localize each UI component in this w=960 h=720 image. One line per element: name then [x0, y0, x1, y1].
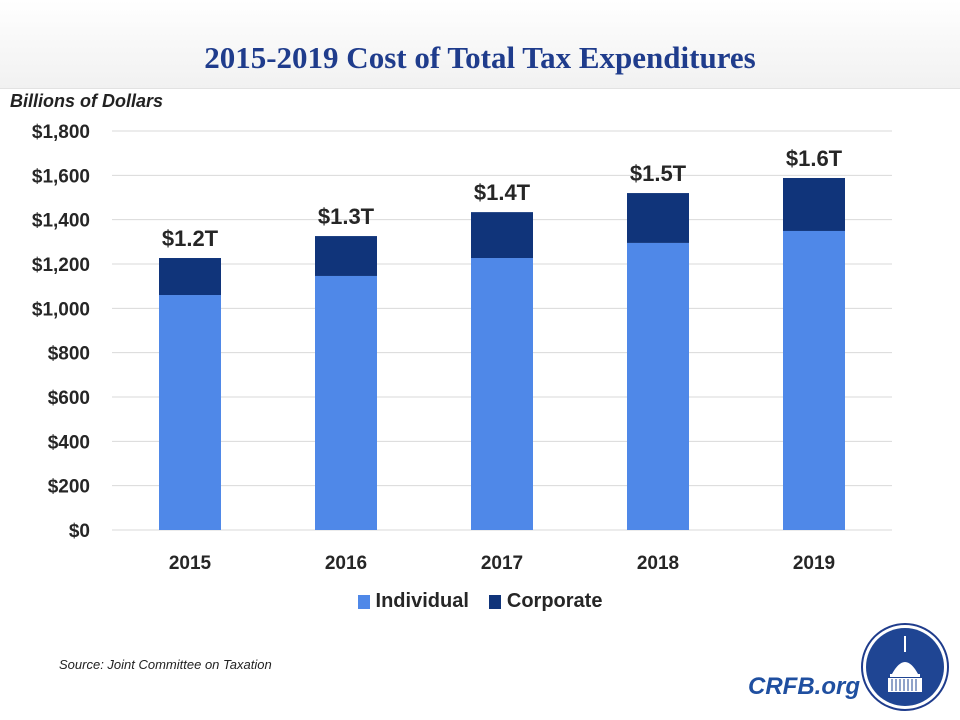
y-tick-label: $1,600 — [32, 166, 90, 187]
y-axis-label: Billions of Dollars — [10, 91, 164, 111]
y-tick-label: $1,000 — [32, 299, 90, 320]
bar-individual-2017 — [471, 258, 533, 530]
legend-item-corporate: Corporate — [488, 590, 603, 613]
capitol-dome-icon — [861, 623, 949, 711]
bar-individual-2018 — [627, 242, 689, 531]
total-label-2015: $1.2T — [162, 226, 219, 251]
x-tick-label: 2017 — [481, 553, 523, 574]
x-tick-label: 2016 — [325, 553, 367, 574]
bar-corporate-2018 — [627, 193, 689, 243]
source-note: Source: Joint Committee on Taxation — [59, 657, 272, 672]
legend-swatch-corporate — [488, 594, 501, 609]
bar-corporate-2017 — [471, 212, 533, 259]
y-tick-label: $1,200 — [32, 255, 90, 276]
bar-individual-2019 — [783, 230, 845, 530]
total-label-2018: $1.5T — [630, 161, 687, 186]
bar-individual-2015 — [159, 295, 221, 530]
bar-corporate-2016 — [315, 236, 377, 276]
y-tick-label: $400 — [48, 432, 90, 453]
x-tick-label: 2019 — [793, 553, 835, 574]
x-tick-label: 2018 — [637, 553, 679, 574]
legend-label-corporate: Corporate — [506, 590, 603, 612]
total-label-2017: $1.4T — [474, 180, 531, 205]
y-tick-label: $1,400 — [32, 211, 90, 232]
bar-individual-2016 — [315, 275, 377, 530]
brand-link[interactable]: CRFB.org — [748, 673, 860, 700]
y-tick-label: $1,800 — [32, 122, 90, 143]
title-banner — [0, 0, 960, 89]
y-tick-label: $600 — [48, 388, 90, 409]
chart-title: 2015-2019 Cost of Total Tax Expenditures — [204, 40, 756, 75]
y-tick-label: $200 — [48, 477, 90, 498]
x-tick-label: 2015 — [169, 553, 212, 574]
legend-swatch-individual — [357, 594, 370, 609]
y-tick-label: $0 — [69, 521, 90, 542]
total-label-2019: $1.6T — [786, 146, 843, 171]
y-tick-label: $800 — [48, 344, 90, 365]
bar-corporate-2015 — [159, 258, 221, 296]
bar-corporate-2019 — [783, 177, 845, 231]
legend: Individual Corporate — [0, 590, 960, 613]
legend-item-individual: Individual — [357, 590, 469, 613]
total-label-2016: $1.3T — [318, 204, 375, 229]
legend-label-individual: Individual — [375, 590, 469, 612]
